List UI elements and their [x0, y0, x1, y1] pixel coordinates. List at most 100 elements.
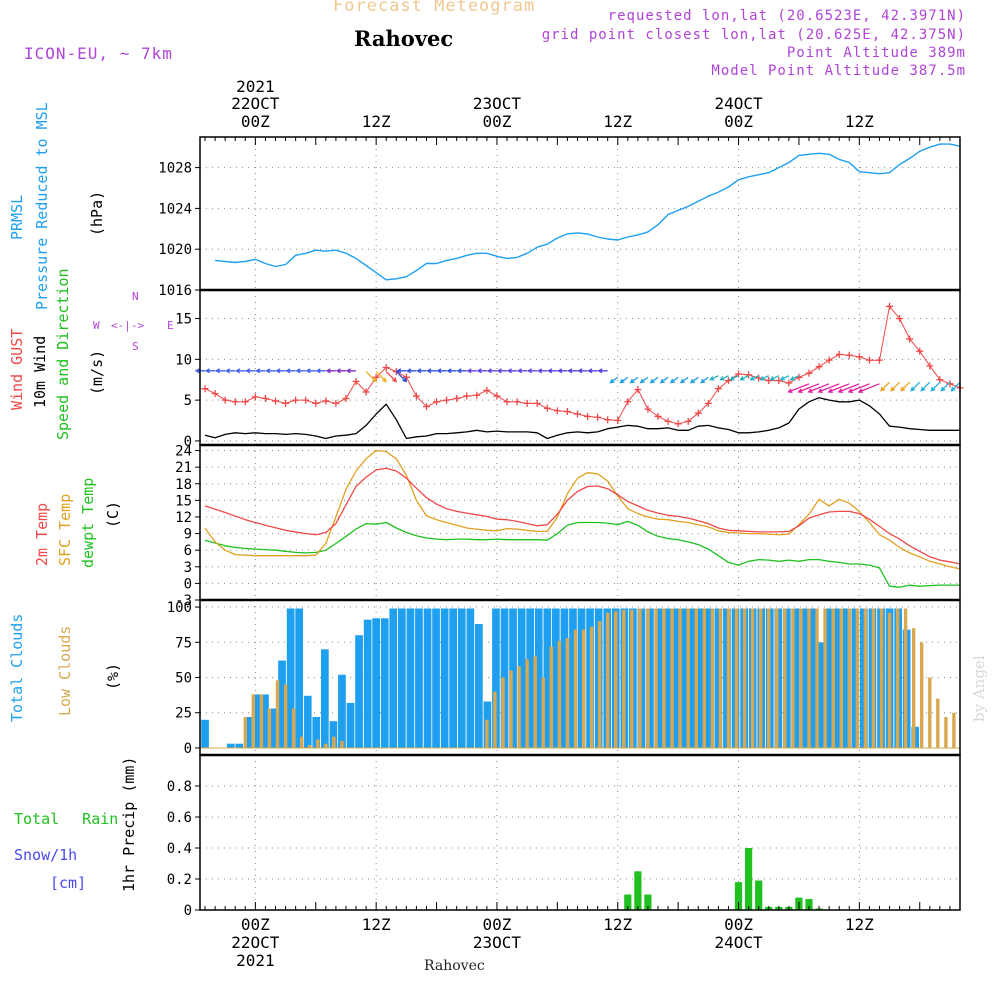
total-cloud-bar	[663, 608, 671, 748]
bottom-hour-label: 00Z	[483, 915, 512, 934]
low-cloud-bar	[831, 608, 835, 748]
low-cloud-bar	[952, 712, 956, 748]
wind-gust-point	[926, 362, 934, 370]
wind-gust-point	[674, 420, 682, 428]
low-cloud-bar	[928, 677, 932, 748]
low-cloud-bar	[783, 608, 787, 748]
data-layer	[194, 143, 964, 911]
rain-bar	[634, 871, 642, 911]
low-cloud-bar	[509, 670, 513, 748]
total-cloud-bar	[346, 702, 355, 748]
rain-bar	[734, 882, 743, 910]
label-layer: 1016102010241028051015-30369121518212402…	[158, 77, 874, 970]
wind-gust-point	[775, 377, 783, 385]
total-cloud-bar	[312, 717, 321, 748]
precip-label-snow: Snow/1h	[14, 846, 78, 864]
wind-direction-arrow	[649, 376, 659, 384]
wind-gust-point	[865, 356, 873, 364]
total-cloud-bar	[688, 608, 697, 748]
wind-gust-point	[302, 396, 310, 404]
low-cloud-bar	[485, 719, 489, 748]
bottom-year: 2021	[236, 951, 275, 970]
total-cloud-bar	[398, 608, 406, 748]
top-date-label: 24OCT	[714, 94, 763, 113]
top-hour-label: 12Z	[362, 112, 391, 131]
low-cloud-bar	[903, 608, 908, 748]
wind-gust-point	[251, 393, 259, 401]
total-cloud-bar	[415, 608, 423, 748]
wind-direction-arrow	[335, 368, 346, 374]
low-cloud-bar	[614, 611, 618, 748]
wind-gust-point	[563, 408, 571, 416]
total-cloud-bar	[560, 608, 569, 748]
total-cloud-bar	[697, 608, 706, 748]
wind-direction-arrow	[739, 375, 749, 381]
low-cloud-bar	[944, 717, 948, 748]
low-cloud-bar	[324, 743, 328, 748]
wind-gust-point	[312, 399, 320, 407]
wind-direction-arrow	[325, 368, 336, 374]
wind-direction-arrow	[385, 371, 398, 383]
low-cloud-bar	[936, 698, 940, 748]
y-tick-label: 21	[175, 460, 192, 476]
wind-direction-arrow	[577, 368, 588, 374]
total-cloud-bar	[406, 608, 415, 748]
low-cloud-bar	[750, 608, 755, 748]
total-cloud-bar	[389, 608, 398, 748]
low-cloud-bar	[855, 608, 859, 748]
total-cloud-bar	[842, 608, 851, 748]
y-tick-label: 24	[175, 444, 192, 460]
low-cloud-bar	[710, 608, 715, 748]
panel-frame-wind	[199, 289, 961, 446]
y-tick-label: 0	[184, 741, 192, 757]
total-cloud-bar	[706, 608, 714, 748]
total-cloud-bar	[834, 608, 843, 748]
wind-direction-arrow	[669, 376, 679, 384]
wind-gust-point	[845, 351, 853, 359]
wind-gust-point	[543, 404, 551, 412]
wind-compass: N W <-|-> E S	[88, 288, 178, 358]
wind-gust-point	[342, 395, 350, 402]
wind-direction-arrow	[315, 368, 326, 374]
low-cloud-bar	[678, 608, 682, 748]
total-cloud-bar	[440, 608, 449, 748]
total-cloud-bar	[355, 635, 363, 748]
meteogram-title: Forecast Meteogram	[333, 0, 536, 16]
low-cloud-bar	[718, 608, 723, 748]
wind-gust-point	[433, 398, 441, 406]
wind-gust-point	[714, 385, 722, 393]
y-tick-label: 0.6	[167, 810, 192, 826]
low-cloud-bar	[799, 608, 803, 748]
y-tick-label: 15	[175, 493, 192, 509]
wind-gust-point	[573, 410, 581, 418]
low-cloud-bar	[622, 609, 626, 748]
total-cloud-bar	[817, 642, 825, 748]
wind-gust-point	[594, 413, 602, 421]
wind-direction-arrow	[486, 368, 497, 374]
wind-direction-arrow	[597, 368, 608, 374]
wind-direction-arrow	[679, 376, 689, 384]
location-title: Rahovec	[354, 26, 454, 51]
wind-direction-arrow	[567, 368, 578, 374]
wind-gust-point	[422, 403, 430, 411]
wind-direction-arrow	[789, 375, 800, 381]
wind-direction-arrow	[456, 368, 467, 374]
y-tick-label: 0.2	[167, 872, 192, 888]
wind-direction-arrow	[365, 371, 377, 383]
low-cloud-bar	[895, 608, 900, 748]
wind-direction-arrow	[416, 368, 427, 374]
low-cloud-bar	[557, 640, 562, 748]
wind-gust-point	[241, 398, 249, 406]
wind-direction-arrow	[204, 368, 216, 374]
wind-direction-arrow	[516, 368, 528, 374]
wind-direction-arrow	[265, 368, 276, 374]
total-cloud-bar	[654, 608, 663, 748]
wind-gust-point	[886, 302, 894, 310]
low-cloud-bar	[243, 717, 247, 748]
y-tick-label: 18	[175, 477, 192, 493]
bottom-hour-label: 12Z	[845, 915, 874, 934]
y-tick-label: 12	[175, 510, 192, 526]
wind-direction-arrow	[466, 368, 477, 374]
top-hour-label: 00Z	[241, 112, 270, 131]
low-cloud-bar	[646, 608, 650, 748]
